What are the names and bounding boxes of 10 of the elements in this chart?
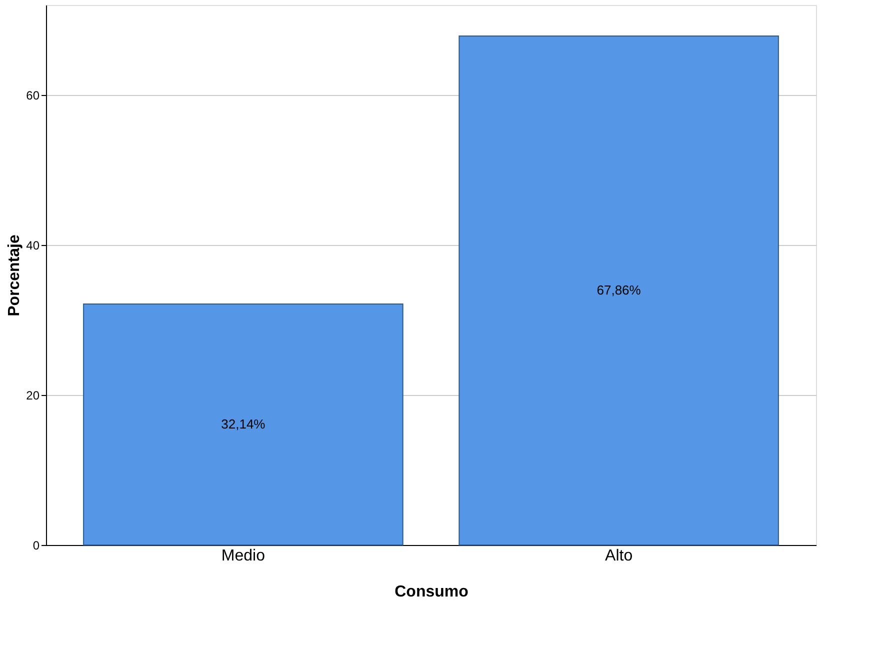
x-axis-title: Consumo	[394, 584, 469, 600]
x-tick-label: Alto	[605, 548, 633, 564]
data-label: 32,14%	[221, 416, 266, 432]
y-tick-label: 20	[26, 388, 40, 402]
x-tick-label: Medio	[221, 548, 266, 564]
y-tick-label: 0	[32, 538, 40, 552]
y-axis-title: Porcentaje	[6, 234, 24, 316]
data-label: 67,86%	[596, 282, 642, 298]
y-tick-label: 40	[26, 238, 40, 252]
y-tick-label: 60	[26, 88, 40, 102]
